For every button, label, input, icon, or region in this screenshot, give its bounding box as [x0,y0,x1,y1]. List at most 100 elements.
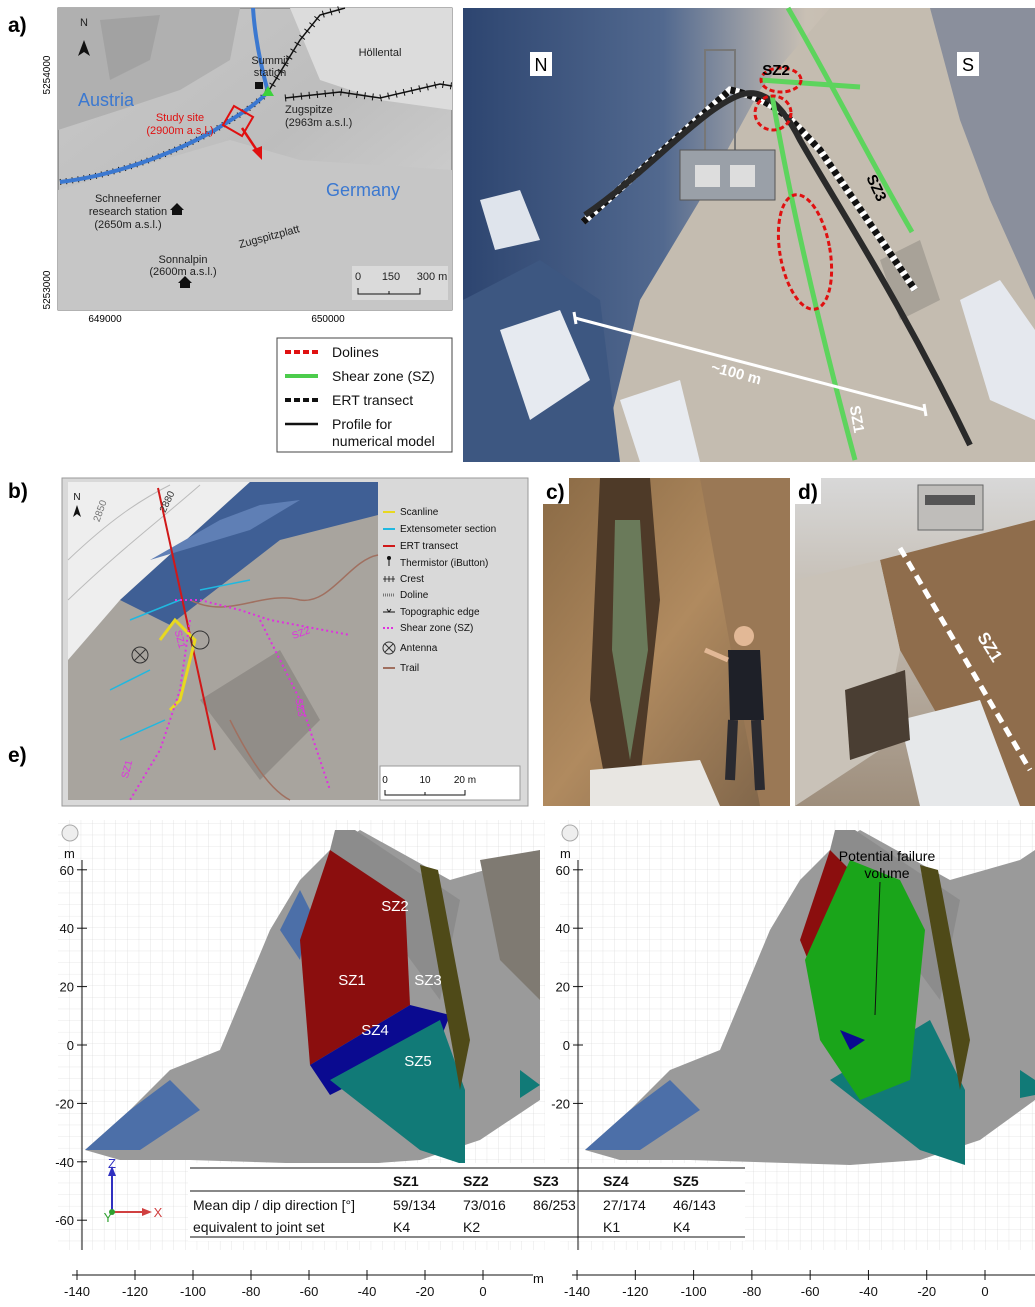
label: 0 [382,775,388,786]
shape [73,505,81,517]
label: Höllental [359,47,402,59]
shape [734,626,754,646]
shape [109,1209,115,1215]
shape [925,495,975,505]
label: SZ2 [381,898,409,915]
y-tick-label: 60 [60,863,74,878]
label: (2900m a.s.l.) [146,125,213,137]
x-tick-label: -60 [300,1284,319,1299]
shape [78,40,90,56]
label: Scanline [400,507,439,518]
shape [725,719,765,791]
x-tick-label: -120 [622,1284,648,1299]
y-tick-label: 0 [67,1038,74,1053]
x-tick-label: -100 [180,1284,206,1299]
shape [290,8,452,110]
label: Study site [156,112,204,124]
shape [874,881,881,1016]
photo-c: c) [543,478,790,806]
label: SZ1 [120,759,135,780]
label: a) [8,14,27,37]
label: Crest [400,574,424,585]
label: SZ2 [463,1173,489,1189]
label: c) [546,481,565,504]
label: SZ2 [762,62,790,79]
label: research station [89,206,167,218]
map-b: N 2850 2880 SZ1 SZ2 SZ3 SZ1 Scanline Ext… [61,477,529,807]
shape [61,824,79,842]
label: Zugspitze [285,104,333,116]
shape [759,66,803,94]
label: SZ4 [603,1173,629,1189]
y-tick-label: 0 [563,1038,570,1053]
table-rows: Mean dip / dip direction [°] 59/134 73/016… [193,1197,716,1235]
shape [109,579,251,741]
shape [200,650,320,780]
label: Sonnalpin [159,254,208,266]
shape [585,1080,700,1150]
shape [957,52,979,76]
shape [880,520,1035,806]
shape [85,1080,200,1150]
legend-a: Dolines Shear zone (SZ) ERT transect Pro… [276,337,453,453]
x-tick-label: -20 [416,1284,435,1299]
shape [387,556,391,560]
shape [255,82,263,89]
row-label: Mean dip / dip direction [°] [193,1197,355,1213]
label: Thermistor (iButton) [400,558,488,569]
label: numerical model [332,433,435,449]
shape [900,700,1020,806]
shape [500,310,590,420]
cell: K4 [393,1219,410,1235]
shape [530,52,552,76]
x-tick-label: -60 [801,1284,820,1299]
shape [679,149,776,201]
shape [480,850,540,1000]
label: 649000 [88,314,122,325]
label: 10 [419,775,431,786]
label: Dolines [332,344,379,360]
label: Extensometer section [400,524,496,535]
label: 5253000 [42,270,53,309]
shape [100,15,160,80]
shape [695,165,720,187]
label: X [154,1205,163,1220]
x-tick-label: -40 [859,1284,878,1299]
shape [300,850,410,1065]
x-tick-label: -120 [122,1284,148,1299]
shape [383,608,395,613]
shape [769,94,858,461]
shape [520,1070,540,1098]
label: (2963m a.s.l.) [285,117,352,129]
label: Summit [251,55,288,67]
label: volume [864,865,909,881]
label: Austria [78,90,135,110]
shape [262,86,274,96]
label: (2650m a.s.l.) [94,219,161,231]
shape [252,146,262,160]
shape [108,1166,116,1176]
shape [175,599,351,636]
label: SZ5 [673,1173,699,1189]
photo-d: SZ1 d) [795,478,1035,806]
y-tick-label: -60 [55,1213,74,1228]
shape [1020,1070,1035,1098]
label: 20 m [454,775,476,786]
y-unit: m [560,846,571,861]
label: ERT transect [332,392,413,408]
table-e: SZ1 SZ2 SZ3 SZ4 SZ5 Mean dip / dip direc… [188,1163,745,1241]
shape [59,7,271,184]
cell: 46/143 [673,1197,716,1213]
shape [785,6,915,234]
shape [382,641,396,655]
shape [960,280,1035,420]
shape [753,94,793,132]
shape [845,670,910,760]
x-tick-label: -140 [564,1284,590,1299]
y-tick-label: 20 [556,980,570,995]
cell: K1 [603,1219,620,1235]
map-a: N Austria Germany Study site (2900m a.s.… [42,4,453,325]
label: 0 [355,271,361,283]
shape [730,165,755,187]
shape [240,127,260,153]
